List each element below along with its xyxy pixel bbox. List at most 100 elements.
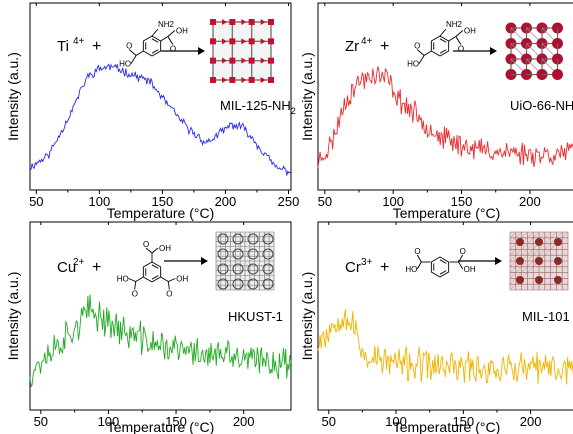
linker-bond	[160, 276, 169, 282]
mof-node	[210, 19, 216, 25]
mof-name-main: MIL-101	[522, 309, 570, 324]
linker-atom-label: O	[143, 240, 149, 249]
series-line	[317, 66, 573, 169]
mof-node	[516, 276, 524, 284]
x-axis-title: Temperature (°C)	[393, 205, 501, 221]
linker-atom-label: OH	[464, 265, 476, 274]
mof-structure-image	[210, 19, 274, 83]
x-tick-label: 100	[88, 194, 110, 209]
linker-atom-label: OH	[464, 27, 476, 36]
metal-ion-charge: 4+	[73, 36, 85, 47]
linker-bond	[128, 49, 137, 56]
metal-ion-symbol: Zr	[345, 38, 359, 55]
mof-name-label: MIL-125-NH2	[220, 98, 296, 116]
linker-atom-label: NH2	[446, 20, 463, 29]
mof-structure-image	[509, 231, 569, 291]
linker-atom-label: O	[132, 290, 138, 299]
linker-double-bond	[151, 264, 159, 269]
linker-bond	[135, 50, 144, 56]
linker-bond	[151, 247, 159, 254]
linker-atom-label: O	[126, 42, 132, 51]
linker-double-bond	[439, 270, 447, 275]
mof-strut	[509, 231, 557, 279]
mof-node	[229, 57, 236, 64]
linker-atom-label: O	[166, 290, 172, 299]
panel-ti: 50 100 150 200 250 Temperature (°C) Intensity …	[5, 2, 299, 221]
mof-structure-image	[215, 231, 275, 291]
series-line	[29, 294, 292, 388]
y-axis-title: Intensity (a.u.)	[5, 272, 21, 361]
linker-atom-label: OH	[159, 244, 171, 253]
mof-cage	[217, 263, 229, 275]
linker-atom-label: HO	[119, 60, 131, 69]
linker-atom-label: O	[460, 247, 466, 256]
x-tick-label: 200	[520, 414, 542, 429]
mof-cage	[217, 233, 229, 245]
mof-cage	[247, 263, 259, 275]
plus-sign: +	[380, 259, 389, 276]
mof-cage	[262, 263, 274, 275]
linker-bond	[135, 276, 144, 282]
linker-ring	[142, 261, 162, 283]
series-line	[29, 63, 292, 176]
linker-atom-label: OH	[176, 275, 188, 284]
linker-atom-label: O	[170, 45, 176, 54]
mof-name-main: UiO-66-NH	[510, 98, 573, 113]
mof-node	[268, 57, 274, 64]
linker-atom-label: O	[458, 45, 464, 54]
linker-double-bond	[439, 259, 447, 264]
mof-name-main: MIL-125-NH	[220, 98, 291, 113]
mof-cage	[232, 263, 244, 275]
x-tick-label: 50	[322, 414, 336, 429]
linker-double-bond	[151, 275, 159, 280]
linker-bond	[439, 28, 447, 37]
mof-node	[535, 238, 543, 246]
x-tick-label: 50	[29, 194, 43, 209]
x-tick-label: 200	[519, 194, 541, 209]
mof-node	[554, 257, 562, 265]
mof-node	[535, 276, 543, 284]
mof-cage	[232, 248, 244, 260]
x-axis-title: Temperature (°C)	[107, 205, 215, 221]
mof-node	[516, 257, 524, 265]
metal-ion-symbol: Ti	[57, 38, 69, 55]
metal-ion-symbol: Cr	[345, 259, 361, 276]
linker-molecule: HO O OH O	[405, 247, 476, 278]
mof-node	[241, 57, 247, 64]
linker-bond	[128, 278, 136, 282]
y-axis-title: Intensity (a.u.)	[299, 272, 315, 361]
plus-sign: +	[92, 38, 101, 55]
linker-bond	[418, 55, 425, 64]
mof-cage	[262, 248, 274, 260]
mof-node	[268, 38, 274, 45]
mof-node	[248, 38, 255, 45]
linker-double-bond	[151, 49, 159, 54]
mof-cage	[247, 248, 259, 260]
plus-sign: +	[92, 259, 101, 276]
mof-node	[241, 38, 247, 45]
mof-node	[222, 77, 227, 83]
linker-bond	[168, 278, 176, 282]
mof-node	[248, 57, 255, 64]
mof-structure-image	[505, 22, 563, 80]
linker-double-bond	[439, 49, 447, 54]
mof-cage	[217, 248, 229, 260]
mof-node	[260, 19, 266, 25]
y-axis-title: Intensity (a.u.)	[299, 52, 315, 141]
mof-node	[248, 77, 255, 83]
mof-cage	[247, 233, 259, 245]
mof-strut	[509, 231, 545, 267]
mof-cage	[232, 233, 244, 245]
linker-bond	[145, 247, 153, 254]
reaction-arrow-head	[490, 47, 497, 55]
x-tick-label: 100	[98, 414, 120, 429]
mof-name-main: HKUST-1	[228, 309, 283, 324]
plot-frame	[29, 221, 292, 411]
reaction-arrow-head	[198, 47, 205, 55]
y-axis-title: Intensity (a.u.)	[5, 52, 21, 141]
x-tick-label: 100	[385, 414, 407, 429]
mof-node	[535, 257, 543, 265]
mof-node	[260, 57, 266, 64]
